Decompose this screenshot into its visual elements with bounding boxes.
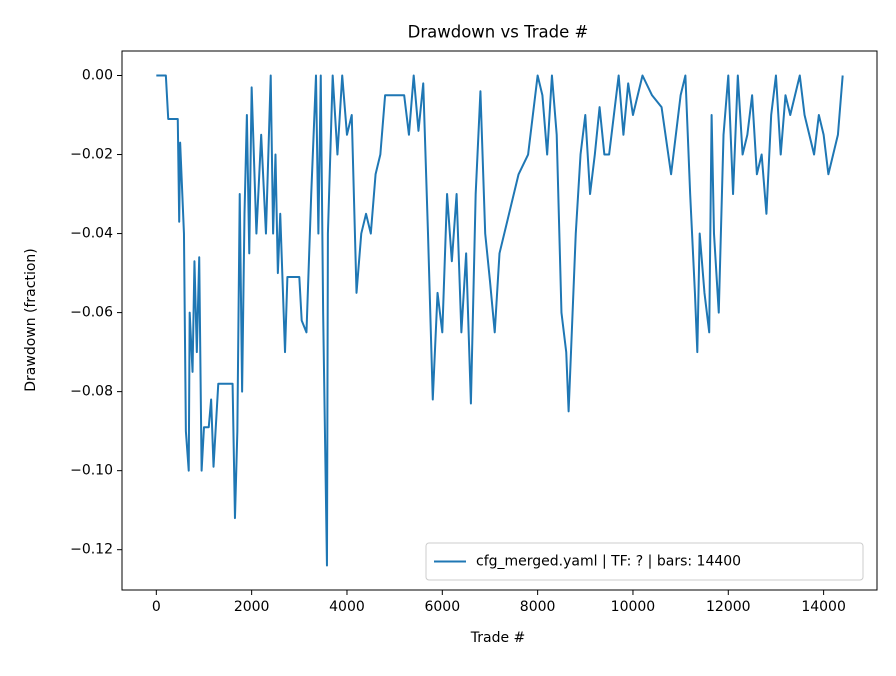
x-tick-label: 10000 <box>611 599 656 615</box>
x-tick-label: 14000 <box>801 599 846 615</box>
x-tick-label: 0 <box>152 599 161 615</box>
y-tick-label: 0.00 <box>82 68 113 84</box>
y-tick-label: −0.02 <box>70 147 113 163</box>
x-axis-label: Trade # <box>470 630 526 646</box>
x-tick-label: 6000 <box>424 599 460 615</box>
x-tick-label: 4000 <box>329 599 365 615</box>
y-tick-label: −0.04 <box>70 226 113 242</box>
legend-label: cfg_merged.yaml | TF: ? | bars: 14400 <box>476 554 741 570</box>
x-tick-label: 8000 <box>520 599 556 615</box>
axes-frame <box>121 50 878 591</box>
y-tick-label: −0.10 <box>70 463 113 479</box>
x-tick-label: 2000 <box>234 599 270 615</box>
y-tick-label: −0.06 <box>70 305 113 321</box>
y-axis-label: Drawdown (fraction) <box>23 248 39 392</box>
x-tick-label: 12000 <box>706 599 751 615</box>
chart-title: Drawdown vs Trade # <box>408 23 589 42</box>
legend-box <box>425 542 864 581</box>
y-tick-label: −0.12 <box>70 542 113 558</box>
y-tick-label: −0.08 <box>70 384 113 400</box>
data-line <box>156 74 844 567</box>
